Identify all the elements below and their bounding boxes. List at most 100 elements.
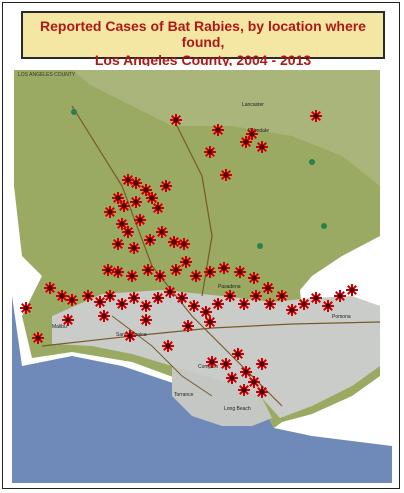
antelope-valley — [72, 70, 380, 186]
case-marker-31 — [142, 264, 154, 276]
case-marker-49 — [140, 300, 152, 312]
case-marker-75 — [162, 340, 174, 352]
case-marker-80 — [256, 386, 268, 398]
case-marker-15 — [146, 192, 158, 204]
case-marker-12 — [112, 192, 124, 204]
case-marker-32 — [154, 270, 166, 282]
case-marker-71 — [182, 320, 194, 332]
case-markers — [20, 110, 358, 398]
case-marker-54 — [200, 306, 212, 318]
case-marker-56 — [224, 290, 236, 302]
case-marker-57 — [238, 298, 250, 310]
case-marker-68 — [62, 314, 74, 326]
case-marker-55 — [212, 298, 224, 310]
case-marker-81 — [226, 372, 238, 384]
case-marker-4 — [240, 136, 252, 148]
case-marker-40 — [262, 282, 274, 294]
case-marker-25 — [178, 238, 190, 250]
case-marker-14 — [130, 196, 142, 208]
case-marker-78 — [240, 366, 252, 378]
case-marker-2 — [170, 114, 182, 126]
case-marker-52 — [176, 292, 188, 304]
case-marker-43 — [66, 294, 78, 306]
case-marker-20 — [134, 214, 146, 226]
case-marker-34 — [180, 256, 192, 268]
case-marker-13 — [118, 200, 130, 212]
case-marker-19 — [116, 218, 128, 230]
case-marker-39 — [248, 272, 260, 284]
county-map: LOS ANGELES COUNTY Lancaster Palmdale Ma… — [12, 66, 392, 483]
case-marker-24 — [168, 236, 180, 248]
map-title-line2: Los Angeles County, 2004 - 2013 — [94, 52, 312, 68]
case-marker-5 — [246, 128, 258, 140]
long-beach-label: Long Beach — [224, 406, 251, 412]
south-bay — [172, 366, 272, 426]
case-marker-67 — [20, 302, 32, 314]
case-marker-46 — [104, 290, 116, 302]
urban-basin — [52, 290, 380, 418]
highway-shield-icon — [309, 159, 315, 165]
case-marker-84 — [256, 358, 268, 370]
case-marker-69 — [98, 310, 110, 322]
highway-10 — [41, 321, 381, 347]
case-marker-11 — [140, 184, 152, 196]
case-marker-47 — [116, 298, 128, 310]
highway-shield-icon — [321, 223, 327, 229]
case-marker-35 — [190, 270, 202, 282]
case-marker-60 — [276, 290, 288, 302]
pomona-label: Pomona — [332, 314, 351, 320]
case-marker-3 — [212, 124, 224, 136]
case-marker-16 — [160, 180, 172, 192]
case-marker-30 — [126, 270, 138, 282]
case-marker-6 — [256, 141, 268, 153]
case-marker-61 — [286, 304, 298, 316]
case-marker-22 — [144, 234, 156, 246]
case-marker-21 — [122, 226, 134, 238]
case-marker-62 — [298, 298, 310, 310]
ocean-area — [12, 296, 392, 483]
highway-shield-icon — [257, 243, 263, 249]
case-marker-64 — [322, 300, 334, 312]
case-marker-8 — [220, 169, 232, 181]
map-title-line1: Reported Cases of Bat Rabies, by locatio… — [40, 18, 366, 50]
case-marker-58 — [250, 290, 262, 302]
case-marker-45 — [94, 296, 106, 308]
case-marker-27 — [128, 242, 140, 254]
case-marker-7 — [204, 146, 216, 158]
county-line-label: LOS ANGELES COUNTY — [18, 72, 76, 78]
pasadena-label: Pasadena — [218, 284, 241, 290]
case-marker-41 — [44, 282, 56, 294]
case-marker-53 — [188, 300, 200, 312]
highway-shield-icon — [71, 109, 77, 115]
case-marker-42 — [56, 290, 68, 302]
map-title-box: Reported Cases of Bat Rabies, by locatio… — [21, 11, 385, 68]
case-marker-59 — [264, 298, 276, 310]
torrance-label: Torrance — [174, 392, 194, 398]
lancaster-label: Lancaster — [242, 102, 264, 108]
case-marker-63 — [310, 292, 322, 304]
case-marker-1 — [310, 110, 322, 122]
case-marker-37 — [218, 262, 230, 274]
case-marker-48 — [128, 292, 140, 304]
highway-14 — [171, 115, 213, 297]
case-marker-66 — [346, 284, 358, 296]
case-marker-76 — [206, 356, 218, 368]
case-marker-36 — [204, 266, 216, 278]
case-marker-82 — [238, 384, 250, 396]
case-marker-65 — [334, 290, 346, 302]
highway-405 — [111, 315, 213, 397]
palmdale-label: Palmdale — [248, 128, 269, 134]
case-marker-77 — [232, 348, 244, 360]
case-marker-10 — [130, 177, 142, 189]
case-marker-72 — [204, 316, 216, 328]
malibu-label: Malibu — [52, 324, 67, 330]
compton-label: Compton — [198, 364, 219, 370]
case-marker-23 — [156, 226, 168, 238]
case-marker-83 — [220, 358, 232, 370]
case-marker-74 — [124, 330, 136, 342]
case-marker-18 — [104, 206, 116, 218]
case-marker-29 — [112, 266, 124, 278]
case-marker-28 — [102, 264, 114, 276]
case-marker-38 — [234, 266, 246, 278]
case-marker-50 — [152, 292, 164, 304]
